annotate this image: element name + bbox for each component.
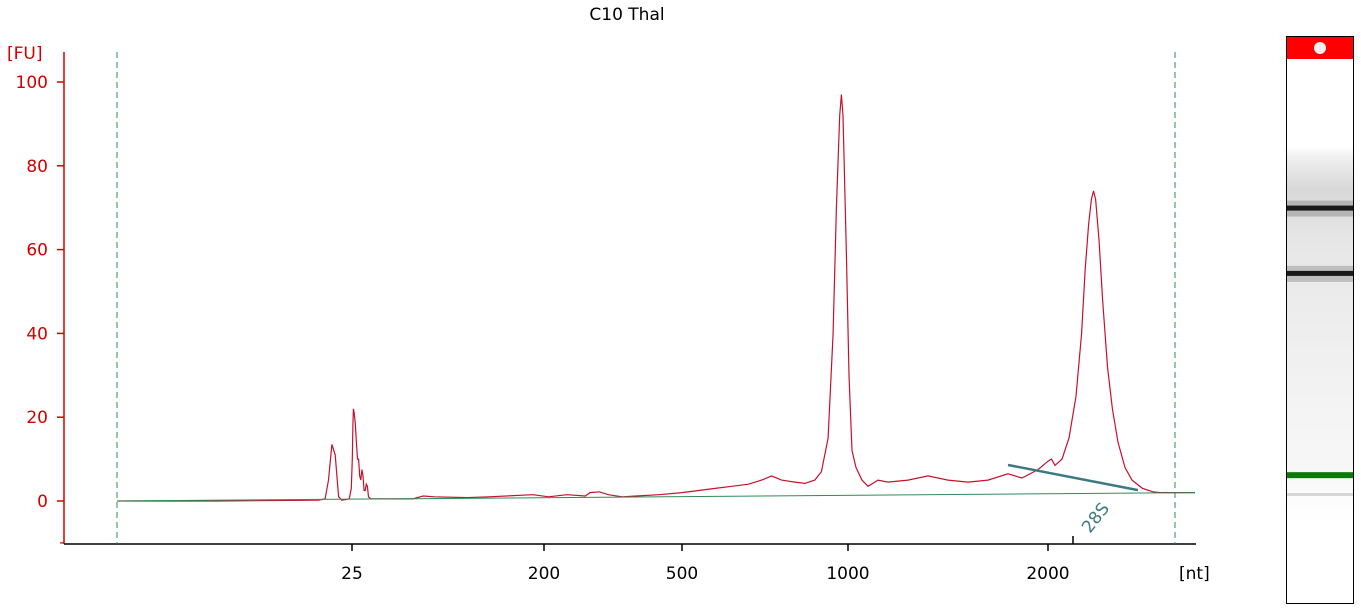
y-tick-label-20: 20 xyxy=(26,408,48,428)
peak-label-28s: 28S xyxy=(1078,499,1114,537)
gel-marker-dot xyxy=(1314,42,1326,54)
gel-band-2 xyxy=(1287,472,1353,479)
y-tick-label-80: 80 xyxy=(26,157,48,177)
y-tick-label-60: 60 xyxy=(26,241,48,261)
y-tick-label-40: 40 xyxy=(26,324,48,344)
gel-lane-image xyxy=(1287,37,1353,603)
gel-band-0 xyxy=(1287,205,1353,211)
signal-trace xyxy=(117,94,1195,502)
gel-band-1 xyxy=(1287,270,1353,276)
x-tick-label-1000: 1000 xyxy=(826,564,869,584)
annotations-group: 28S xyxy=(1007,463,1139,544)
peak-baseline-28s xyxy=(1007,463,1139,492)
gel-lane xyxy=(1286,36,1354,604)
y-ticks: 0 20 40 60 80 100 xyxy=(16,73,64,544)
x-tick-label-25: 25 xyxy=(341,564,363,584)
electropherogram-chart: C10 Thal [FU] [nt] 0 20 40 60 80 100 25 200 500… xyxy=(7,5,1210,584)
y-axis-label: [FU] xyxy=(7,44,43,64)
x-axis-label: [nt] xyxy=(1179,564,1210,584)
x-tick-label-2000: 2000 xyxy=(1026,564,1069,584)
x-ticks: 25 200 500 1000 2000 xyxy=(341,544,1070,584)
baseline-trace xyxy=(116,492,1196,502)
chart-title: C10 Thal xyxy=(589,5,664,25)
gel-smear xyxy=(1287,59,1353,603)
y-tick-label-0: 0 xyxy=(37,492,48,512)
y-tick-label-100: 100 xyxy=(16,73,48,93)
series-group xyxy=(116,94,1196,502)
gel-band-faint xyxy=(1287,493,1353,496)
x-tick-label-200: 200 xyxy=(528,564,560,584)
x-tick-label-500: 500 xyxy=(666,564,698,584)
